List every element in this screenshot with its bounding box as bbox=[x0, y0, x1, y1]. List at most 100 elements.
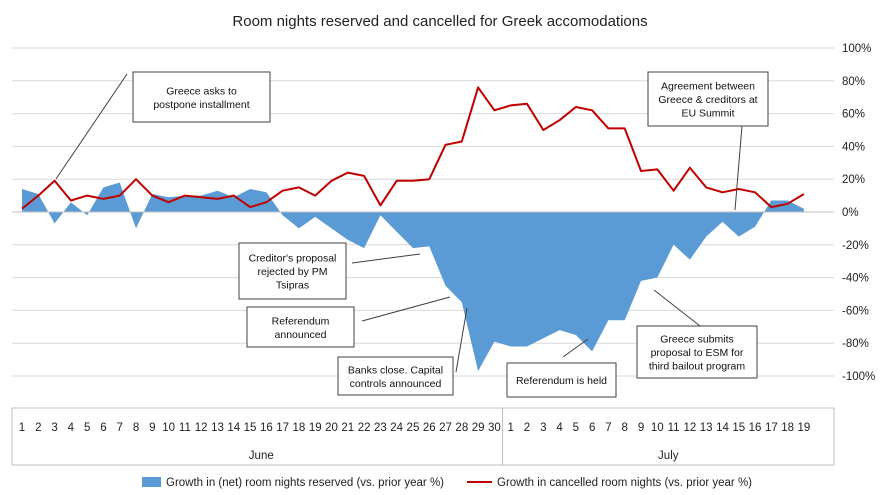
annotation-box bbox=[506, 362, 617, 398]
annotation-box bbox=[238, 242, 347, 300]
x-tick-label: 5 bbox=[84, 422, 90, 434]
x-tick-label: 25 bbox=[407, 422, 420, 434]
annotation-text: postpone installment bbox=[153, 99, 249, 111]
legend-label-reserved: Growth in (net) room nights reserved (vs… bbox=[166, 477, 444, 489]
legend-swatch-reserved bbox=[142, 477, 161, 487]
y-tick-label: -20% bbox=[842, 240, 869, 252]
x-tick-label: 19 bbox=[309, 422, 322, 434]
x-tick-label: 17 bbox=[765, 422, 778, 434]
annotation-text: Referendum is held bbox=[516, 375, 607, 387]
annotation-box bbox=[337, 356, 454, 396]
x-tick-label: 9 bbox=[149, 422, 155, 434]
x-tick-label: 4 bbox=[68, 422, 75, 434]
y-tick-label: 60% bbox=[842, 109, 865, 121]
x-tick-label: 15 bbox=[732, 422, 745, 434]
cancelled-line-series bbox=[21, 86, 805, 210]
annotation-leader bbox=[562, 338, 589, 358]
x-tick-label: 8 bbox=[133, 422, 139, 434]
x-tick-label: 24 bbox=[390, 422, 403, 434]
x-tick-label: 19 bbox=[798, 422, 811, 434]
x-axis: 1 2 3 4 5 6 7 8 9 10 11 12 13 14 15 16 17 18 19 20 21 22 23 24 2… bbox=[11, 407, 835, 466]
annotation-text: rejected by PM bbox=[257, 266, 327, 278]
annotation-text: Agreement between bbox=[661, 81, 755, 93]
annotation-leader bbox=[351, 253, 421, 264]
annotation-box bbox=[246, 306, 355, 348]
x-tick-label: 7 bbox=[117, 422, 123, 434]
x-tick-label: 30 bbox=[488, 422, 501, 434]
x-tick-label: 12 bbox=[683, 422, 696, 434]
annotations: Greece asks to postpone installment Agreem… bbox=[55, 71, 769, 398]
annotation-text: Banks close. Capital bbox=[348, 364, 443, 376]
y-tick-label: 0% bbox=[842, 207, 859, 219]
annotation-box bbox=[636, 325, 758, 379]
annotation-text: controls announced bbox=[350, 378, 442, 390]
x-tick-label: 2 bbox=[35, 422, 41, 434]
x-tick-label: 16 bbox=[749, 422, 762, 434]
x-tick-label: 7 bbox=[605, 422, 611, 434]
annotation-text: EU Summit bbox=[681, 108, 734, 120]
x-tick-label: 11 bbox=[179, 422, 191, 434]
y-tick-label: 100% bbox=[842, 43, 871, 55]
x-tick-label: 18 bbox=[781, 422, 794, 434]
annotation-text: Greece asks to bbox=[166, 85, 237, 97]
annotation-box bbox=[647, 71, 769, 127]
x-tick-label: 13 bbox=[700, 422, 713, 434]
x-tick-label: 1 bbox=[19, 422, 25, 434]
x-tick-label: 6 bbox=[589, 422, 595, 434]
annotation-text: Creditor's proposal bbox=[249, 253, 337, 265]
x-tick-label: 3 bbox=[540, 422, 546, 434]
x-tick-label: 12 bbox=[195, 422, 208, 434]
legend: Growth in (net) room nights reserved (vs… bbox=[142, 477, 752, 489]
chart-title: Room nights reserved and cancelled for G… bbox=[232, 13, 647, 30]
x-tick-label: 26 bbox=[423, 422, 436, 434]
annotation: Banks close. Capital controls announced bbox=[337, 307, 468, 396]
x-tick-label: 11 bbox=[668, 422, 680, 434]
x-tick-label: 15 bbox=[244, 422, 257, 434]
annotation-leader bbox=[455, 307, 468, 373]
y-tick-label: -80% bbox=[842, 338, 869, 350]
annotation-leader bbox=[55, 73, 128, 180]
annotation: Referendum is held bbox=[506, 338, 617, 398]
x-tick-label: 16 bbox=[260, 422, 273, 434]
x-tick-label: 10 bbox=[162, 422, 175, 434]
x-tick-label: 17 bbox=[276, 422, 289, 434]
x-tick-label: 3 bbox=[51, 422, 57, 434]
annotation-text: Greece submits bbox=[660, 334, 734, 346]
x-tick-label: 13 bbox=[211, 422, 224, 434]
x-month-label: June bbox=[249, 450, 274, 462]
x-tick-label: 14 bbox=[716, 422, 729, 434]
x-tick-label: 10 bbox=[651, 422, 664, 434]
y-tick-label: 20% bbox=[842, 174, 865, 186]
x-tick-label: 18 bbox=[293, 422, 306, 434]
x-tick-label: 23 bbox=[374, 422, 387, 434]
x-tick-label: 20 bbox=[325, 422, 338, 434]
y-tick-label: -60% bbox=[842, 305, 869, 317]
y-tick-label: -40% bbox=[842, 273, 869, 285]
y-axis-ticks: 100% 80% 60% 40% 20% 0% -20% -40% -60% -80% -100% bbox=[842, 43, 875, 383]
x-tick-label: 27 bbox=[439, 422, 452, 434]
annotation-text: announced bbox=[275, 329, 327, 341]
x-tick-label: 21 bbox=[341, 422, 354, 434]
x-tick-label: 28 bbox=[455, 422, 468, 434]
cancelled-line-layer bbox=[21, 86, 805, 210]
x-tick-label: 22 bbox=[358, 422, 371, 434]
annotation: Greece asks to postpone installment bbox=[55, 71, 271, 180]
x-tick-label: 8 bbox=[622, 422, 628, 434]
x-month-label: July bbox=[658, 450, 679, 462]
x-tick-label: 9 bbox=[638, 422, 644, 434]
reserved-area-series bbox=[22, 182, 804, 372]
x-tick-label: 2 bbox=[524, 422, 530, 434]
x-tick-label: 29 bbox=[472, 422, 485, 434]
y-tick-label: 40% bbox=[842, 141, 865, 153]
annotation-text: Greece & creditors at bbox=[658, 94, 757, 106]
annotation-text: Referendum bbox=[272, 315, 330, 327]
reserved-area-layer bbox=[12, 182, 834, 372]
x-tick-label: 14 bbox=[227, 422, 240, 434]
annotation-leader bbox=[361, 296, 451, 322]
x-tick-label: 5 bbox=[573, 422, 579, 434]
x-tick-label: 1 bbox=[507, 422, 513, 434]
